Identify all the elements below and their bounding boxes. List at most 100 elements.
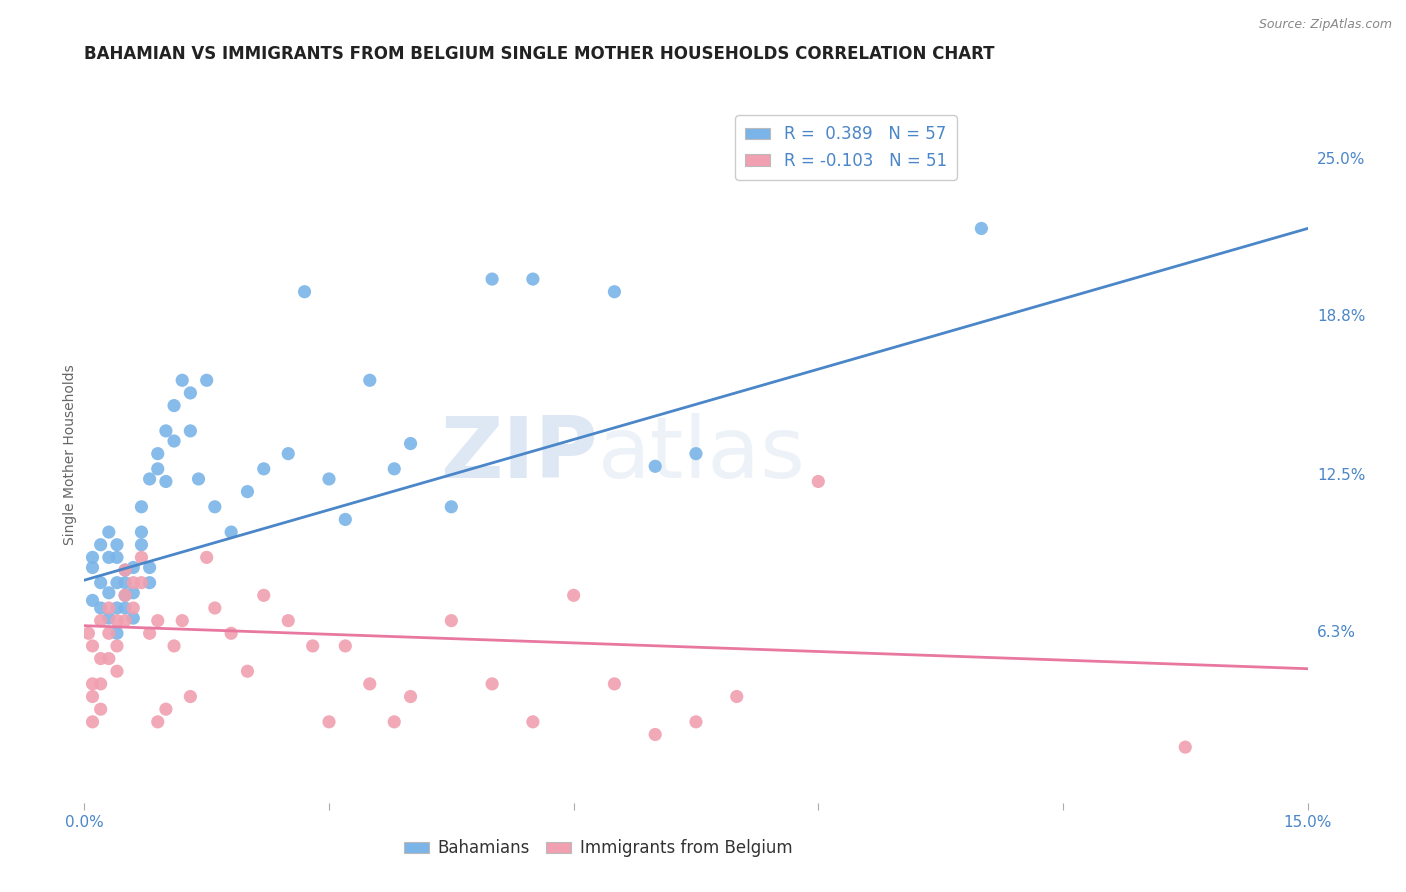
Point — [195, 373, 218, 387]
Point — [481, 677, 503, 691]
Point — [122, 601, 145, 615]
Point — [122, 560, 145, 574]
Point — [644, 727, 666, 741]
Point — [97, 550, 120, 565]
Point — [481, 272, 503, 286]
Point — [335, 512, 357, 526]
Point — [90, 702, 112, 716]
Point — [163, 434, 186, 448]
Point — [97, 611, 120, 625]
Point — [114, 601, 136, 615]
Point — [138, 575, 160, 590]
Point — [122, 575, 145, 590]
Point — [970, 221, 993, 235]
Point — [172, 373, 194, 387]
Point — [163, 639, 186, 653]
Point — [318, 714, 340, 729]
Point — [253, 462, 276, 476]
Point — [155, 475, 177, 489]
Point — [253, 588, 276, 602]
Point — [82, 560, 104, 574]
Text: Source: ZipAtlas.com: Source: ZipAtlas.com — [1258, 18, 1392, 31]
Point — [131, 550, 153, 565]
Point — [131, 575, 153, 590]
Point — [82, 593, 104, 607]
Text: atlas: atlas — [598, 413, 806, 497]
Point — [90, 538, 112, 552]
Point — [82, 690, 104, 704]
Point — [603, 677, 626, 691]
Point — [131, 525, 153, 540]
Point — [522, 714, 544, 729]
Point — [90, 651, 112, 665]
Point — [146, 447, 169, 461]
Point — [440, 614, 463, 628]
Point — [382, 462, 405, 476]
Point — [294, 285, 316, 299]
Point — [105, 665, 128, 679]
Point — [359, 373, 381, 387]
Point — [97, 651, 120, 665]
Point — [90, 614, 112, 628]
Point — [97, 586, 120, 600]
Point — [685, 714, 707, 729]
Point — [105, 575, 128, 590]
Point — [90, 601, 112, 615]
Point — [195, 550, 218, 565]
Point — [114, 575, 136, 590]
Point — [204, 601, 226, 615]
Legend: Bahamians, Immigrants from Belgium: Bahamians, Immigrants from Belgium — [398, 833, 799, 864]
Point — [172, 614, 194, 628]
Point — [644, 459, 666, 474]
Point — [187, 472, 209, 486]
Point — [179, 690, 201, 704]
Point — [685, 447, 707, 461]
Point — [179, 386, 201, 401]
Point — [138, 626, 160, 640]
Point — [97, 626, 120, 640]
Point — [399, 690, 422, 704]
Point — [163, 399, 186, 413]
Point — [522, 272, 544, 286]
Point — [105, 601, 128, 615]
Point — [335, 639, 357, 653]
Point — [155, 702, 177, 716]
Point — [114, 588, 136, 602]
Y-axis label: Single Mother Households: Single Mother Households — [63, 365, 77, 545]
Point — [219, 525, 242, 540]
Point — [114, 563, 136, 577]
Point — [131, 538, 153, 552]
Point — [301, 639, 323, 653]
Point — [155, 424, 177, 438]
Point — [105, 639, 128, 653]
Point — [90, 575, 112, 590]
Point — [105, 626, 128, 640]
Point — [277, 614, 299, 628]
Point — [146, 462, 169, 476]
Point — [359, 677, 381, 691]
Point — [90, 677, 112, 691]
Text: BAHAMIAN VS IMMIGRANTS FROM BELGIUM SINGLE MOTHER HOUSEHOLDS CORRELATION CHART: BAHAMIAN VS IMMIGRANTS FROM BELGIUM SING… — [84, 45, 995, 62]
Point — [318, 472, 340, 486]
Point — [807, 475, 830, 489]
Point — [82, 677, 104, 691]
Point — [82, 714, 104, 729]
Point — [440, 500, 463, 514]
Point — [138, 472, 160, 486]
Point — [77, 626, 100, 640]
Point — [1174, 740, 1197, 755]
Point — [114, 588, 136, 602]
Point — [82, 550, 104, 565]
Point — [122, 611, 145, 625]
Point — [562, 588, 585, 602]
Point — [114, 614, 136, 628]
Point — [382, 714, 405, 729]
Point — [97, 525, 120, 540]
Point — [97, 601, 120, 615]
Point — [725, 690, 748, 704]
Text: ZIP: ZIP — [440, 413, 598, 497]
Point — [114, 563, 136, 577]
Point — [82, 639, 104, 653]
Point — [204, 500, 226, 514]
Point — [122, 586, 145, 600]
